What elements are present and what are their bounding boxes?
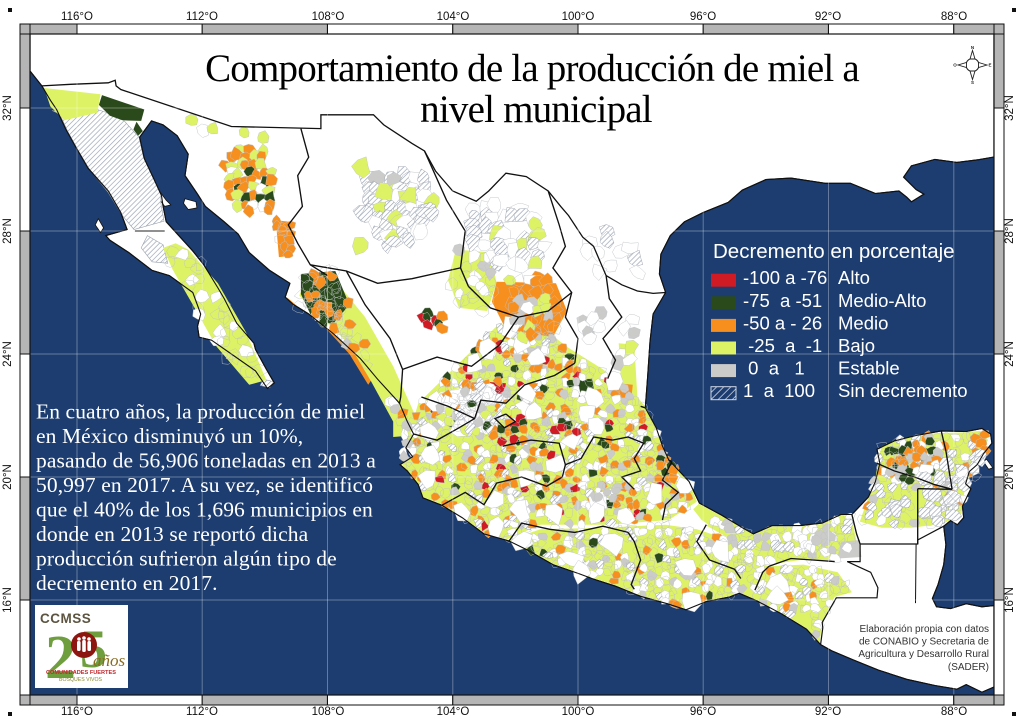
- svg-text:Decremento en porcentaje: Decremento en porcentaje: [713, 240, 955, 263]
- svg-text:-75 a -51: -75 a -51: [743, 290, 822, 311]
- svg-text:S: S: [971, 80, 974, 85]
- svg-text:Medio-Alto: Medio-Alto: [838, 290, 926, 311]
- svg-text:20°N: 20°N: [1004, 464, 1016, 490]
- svg-text:32°N: 32°N: [2, 95, 14, 121]
- svg-text:Bajo: Bajo: [838, 335, 875, 356]
- svg-text:96°O: 96°O: [690, 706, 716, 718]
- svg-text:que el 40% de los 1,696 munici: que el 40% de los 1,696 municipios en: [36, 498, 373, 522]
- svg-text:116°O: 116°O: [61, 11, 93, 23]
- svg-text:24°N: 24°N: [2, 341, 14, 367]
- svg-text:104°O: 104°O: [437, 706, 470, 718]
- svg-text:de CONABIO y Secretaria de: de CONABIO y Secretaria de: [859, 637, 989, 648]
- svg-text:88°O: 88°O: [941, 706, 967, 718]
- svg-text:decremento en 2017.: decremento en 2017.: [36, 571, 218, 595]
- svg-text:Sin decremento: Sin decremento: [838, 380, 968, 401]
- svg-text:COMUNIDADES FUERTES: COMUNIDADES FUERTES: [46, 670, 116, 676]
- svg-text:donde en 2013 se reportó dicha: donde en 2013 se reportó dicha: [36, 522, 309, 546]
- svg-text:Alto: Alto: [838, 267, 870, 288]
- svg-text:92°O: 92°O: [815, 706, 841, 718]
- svg-text:-25 a -1: -25 a -1: [743, 335, 822, 356]
- svg-text:28°N: 28°N: [1004, 218, 1016, 244]
- svg-text:108°O: 108°O: [312, 11, 345, 23]
- svg-text:O: O: [953, 63, 957, 68]
- svg-text:en México disminuyó un 10%,: en México disminuyó un 10%,: [36, 424, 303, 448]
- svg-text:28°N: 28°N: [2, 218, 14, 244]
- svg-text:nivel municipal: nivel municipal: [420, 88, 653, 131]
- svg-text:BOSQUES VIVOS: BOSQUES VIVOS: [59, 677, 102, 683]
- svg-text:producción sufrieron algún tip: producción sufrieron algún tipo de: [36, 547, 337, 571]
- svg-text:CCMSS: CCMSS: [40, 611, 91, 626]
- svg-text:100°O: 100°O: [562, 11, 595, 23]
- svg-text:(SADER): (SADER): [948, 662, 989, 673]
- svg-text:-50 a - 26: -50 a - 26: [743, 312, 822, 333]
- svg-text:24°N: 24°N: [1004, 341, 1016, 367]
- svg-text:Elaboración propia con datos: Elaboración propia con datos: [859, 624, 989, 635]
- svg-text:N: N: [971, 45, 974, 50]
- svg-text:88°O: 88°O: [941, 11, 967, 23]
- svg-text:Agricultura y Desarrollo Rural: Agricultura y Desarrollo Rural: [858, 649, 989, 660]
- svg-text:96°O: 96°O: [690, 11, 716, 23]
- svg-text:2: 2: [45, 624, 76, 692]
- svg-text:112°O: 112°O: [186, 11, 218, 23]
- svg-text:104°O: 104°O: [437, 11, 470, 23]
- svg-text:92°O: 92°O: [815, 11, 841, 23]
- svg-text:100°O: 100°O: [562, 706, 595, 718]
- svg-text:-100 a -76: -100 a -76: [743, 267, 827, 288]
- svg-text:108°O: 108°O: [312, 706, 345, 718]
- svg-text:En cuatro años, la producción: En cuatro años, la producción de miel: [36, 400, 365, 424]
- svg-text:116°O: 116°O: [61, 706, 93, 718]
- svg-text:0 a 1: 0 a 1: [743, 358, 805, 379]
- svg-text:Comportamiento de la producció: Comportamiento de la producción de miel …: [205, 47, 859, 90]
- svg-text:E: E: [988, 63, 991, 68]
- svg-text:Estable: Estable: [838, 358, 900, 379]
- svg-text:112°O: 112°O: [186, 706, 218, 718]
- svg-text:20°N: 20°N: [2, 464, 14, 490]
- svg-text:1 a 100: 1 a 100: [743, 380, 815, 401]
- svg-text:50,997 en 2017. A su vez, se i: 50,997 en 2017. A su vez, se identificó: [36, 473, 373, 497]
- svg-text:Medio: Medio: [838, 312, 888, 333]
- svg-text:pasando de 56,906 toneladas en: pasando de 56,906 toneladas en 2013 a: [36, 449, 376, 473]
- svg-text:16°N: 16°N: [1004, 587, 1016, 613]
- svg-text:años: años: [93, 651, 126, 670]
- svg-text:32°N: 32°N: [1004, 95, 1016, 121]
- svg-text:16°N: 16°N: [2, 587, 14, 613]
